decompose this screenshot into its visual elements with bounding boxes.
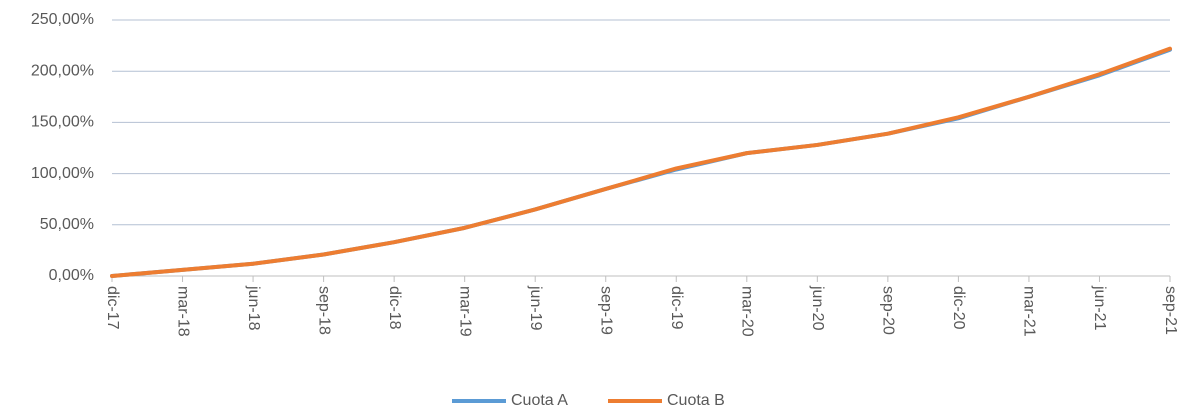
x-tick-label: dic-19 <box>668 286 685 330</box>
legend-label: Cuota B <box>667 392 725 409</box>
y-tick-label: 50,00% <box>40 216 94 233</box>
y-tick-label: 250,00% <box>31 11 94 28</box>
x-tick-label: jun-20 <box>809 285 826 331</box>
x-tick-label: dic-17 <box>104 286 121 330</box>
x-tick-label: jun-18 <box>245 285 262 331</box>
legend-label: Cuota A <box>511 392 568 409</box>
y-tick-label: 150,00% <box>31 114 94 131</box>
x-tick-label: mar-20 <box>739 286 756 337</box>
x-tick-label: sep-21 <box>1162 286 1179 335</box>
x-tick-label: sep-20 <box>880 286 897 335</box>
series-line <box>110 47 1172 278</box>
x-tick-label: mar-19 <box>456 286 473 337</box>
x-tick-label: mar-21 <box>1021 286 1038 337</box>
x-tick-label: jun-19 <box>527 285 544 331</box>
y-tick-label: 100,00% <box>31 165 94 182</box>
y-tick-label: 200,00% <box>31 62 94 79</box>
x-tick-label: sep-19 <box>597 286 614 335</box>
x-tick-label: dic-20 <box>950 286 967 330</box>
x-tick-label: jun-21 <box>1091 285 1108 331</box>
x-tick-label: mar-18 <box>174 286 191 337</box>
x-tick-label: dic-18 <box>386 286 403 330</box>
y-tick-label: 0,00% <box>49 267 94 284</box>
series-line <box>110 46 1172 278</box>
x-tick-label: sep-18 <box>315 286 332 335</box>
